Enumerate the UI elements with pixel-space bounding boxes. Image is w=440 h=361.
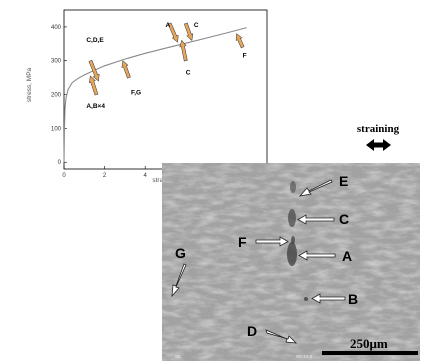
annotation-label: C: [186, 69, 191, 76]
annotation-arrow: [179, 39, 188, 62]
footer-working-distance: WD16.5: [296, 354, 313, 359]
annotation-arrow: [88, 75, 99, 96]
marker-c: C: [339, 211, 349, 227]
marker-a: A: [342, 248, 352, 264]
annotation-label: F: [243, 52, 247, 59]
sem-micrograph: E C F A G B D 250μm SE WD16.5: [162, 163, 420, 361]
x-tick-label: 2: [103, 173, 107, 179]
y-tick-label: 200: [51, 93, 62, 99]
annotation-arrow: [167, 22, 179, 43]
x-tick-label: 4: [144, 173, 148, 179]
annotation-label: C: [194, 22, 199, 29]
y-axis-label: stress, MPa: [26, 67, 33, 102]
annotation-arrow: [88, 59, 100, 82]
marker-labels: E C F A G B D: [175, 173, 358, 339]
footer-detector: SE: [175, 354, 181, 359]
marker-e: E: [339, 173, 348, 189]
y-tick-label: 300: [51, 59, 62, 65]
annotation-arrow: [183, 22, 194, 41]
marker-g: G: [175, 245, 186, 261]
marker-arrows: [171, 179, 346, 344]
annotation-label: F,G: [131, 90, 141, 97]
straining-label: straining: [357, 123, 400, 135]
annotation-arrow: [121, 60, 131, 79]
scale-bar-label: 250μm: [350, 336, 388, 351]
double-arrow-icon: [366, 139, 391, 151]
deformation-band: [287, 181, 308, 301]
annotation-label: A,B×4: [86, 103, 105, 110]
chart-annotations: C,D,E A,B×4 F,G A C C F: [86, 22, 246, 110]
annotation-arrow: [235, 33, 245, 49]
annotation-label: A: [166, 22, 171, 29]
plot-frame: [63, 9, 268, 170]
scale-bar: 250μm: [322, 336, 418, 355]
marker-b: B: [348, 291, 358, 307]
y-tick-label: 0: [58, 160, 62, 166]
marker-d: D: [247, 323, 257, 339]
y-tick-label: 100: [51, 126, 62, 132]
annotation-label: C,D,E: [86, 37, 104, 44]
x-tick-label: 0: [62, 173, 66, 179]
marker-f: F: [238, 234, 247, 250]
y-tick-label: 400: [51, 25, 62, 31]
